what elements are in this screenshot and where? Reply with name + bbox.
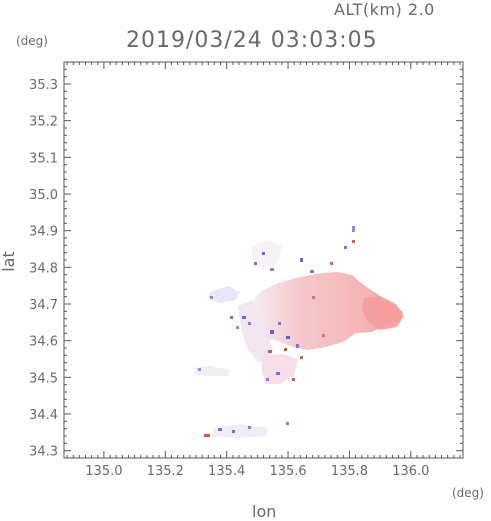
x-tick-label: 135.8 (331, 464, 368, 479)
west-patch (208, 286, 240, 303)
y-tick-label: 34.5 (29, 371, 58, 386)
central-patch (238, 300, 272, 362)
y-tick-label: 35.0 (29, 188, 58, 203)
y-tick-label: 34.7 (29, 298, 58, 313)
main-echo-region (250, 272, 403, 350)
small-west-strip (194, 366, 230, 376)
x-tick-label: 136.0 (392, 464, 429, 479)
east-lobe (362, 296, 404, 330)
y-tick-label: 34.6 (29, 335, 58, 350)
altitude-label: ALT(km) 2.0 (334, 0, 435, 19)
y-tick-label: 34.8 (29, 261, 58, 276)
data-field (194, 226, 404, 438)
y-unit-label: (deg) (16, 34, 48, 48)
y-tick-label: 35.3 (29, 78, 58, 93)
x-tick-label: 135.4 (208, 464, 245, 479)
x-tick-label: 135.6 (269, 464, 306, 479)
axis-ticks: 135.0 135.2 135.4 135.6 135.8 136.0 34.3 34.4 34… (29, 61, 463, 479)
y-tick-label: 35.1 (29, 151, 58, 166)
y-tick-label: 34.3 (29, 445, 58, 460)
x-unit-label: (deg) (452, 486, 484, 500)
y-tick-label: 34.9 (29, 225, 58, 240)
x-axis-label: lon (252, 502, 277, 521)
southwest-strip (212, 424, 268, 438)
datetime-title: 2019/03/24 03:03:05 (126, 28, 378, 53)
y-tick-label: 35.2 (29, 115, 58, 130)
x-tick-label: 135.0 (85, 464, 122, 479)
y-tick-label: 34.4 (29, 408, 58, 423)
south-patch (262, 354, 298, 384)
north-scatter (252, 240, 282, 270)
x-tick-label: 135.2 (147, 464, 184, 479)
scatter-speckles (198, 226, 355, 437)
